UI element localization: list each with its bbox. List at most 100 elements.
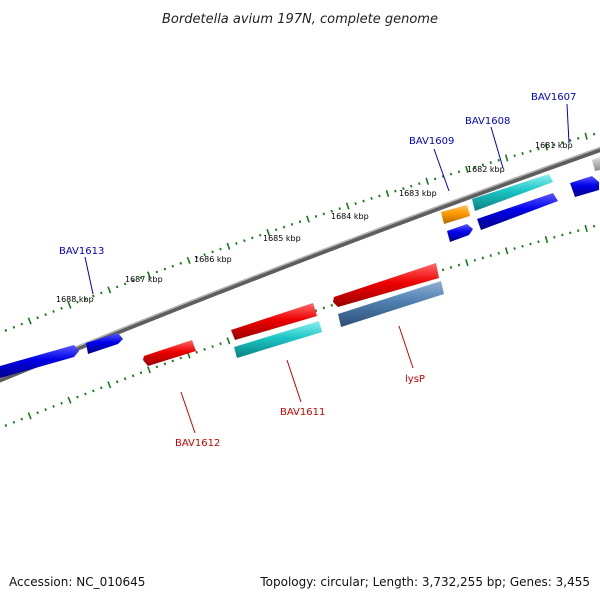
- outer-tick: [274, 228, 278, 232]
- inner-tick: [4, 424, 8, 427]
- outer-tick: [592, 132, 596, 136]
- outer-tick: [441, 175, 445, 178]
- outer-tick: [211, 250, 214, 254]
- outer-tick: [123, 282, 127, 286]
- outer-tick: [290, 223, 294, 226]
- outer-tick: [584, 132, 588, 140]
- gene-label-lysp[interactable]: lysP: [405, 374, 425, 385]
- gene-arrow-bav1608[interactable]: [472, 174, 553, 211]
- outer-tick: [60, 306, 63, 310]
- gene-arrow-bav1607[interactable]: [570, 176, 599, 197]
- gene-label-bav1612[interactable]: BAV1612: [175, 438, 220, 449]
- outer-tick: [179, 261, 183, 265]
- scale-label-1685: 1685 kbp: [263, 234, 301, 243]
- inner-tick: [577, 229, 580, 233]
- gene-arrow-bav1612[interactable]: [143, 340, 196, 366]
- gene-arrow-left-offscreen[interactable]: [0, 345, 79, 378]
- inner-tick: [592, 224, 596, 228]
- outer-tick: [84, 297, 87, 301]
- map-title: Bordetella avium 197N, complete genome: [162, 12, 438, 27]
- outer-tick: [76, 300, 79, 304]
- inner-tick: [465, 259, 469, 267]
- outer-tick: [433, 177, 437, 181]
- topology-summary: Topology: circular; Length: 3,732,255 bp…: [259, 575, 590, 589]
- inner-tick: [219, 342, 222, 346]
- inner-tick: [226, 337, 231, 345]
- gene-arrow-lysp-upper[interactable]: [333, 263, 439, 307]
- inner-tick: [561, 233, 564, 237]
- inner-tick: [584, 224, 588, 233]
- gene-label-bav1607[interactable]: BAV1607: [531, 92, 576, 103]
- outer-tick: [163, 267, 167, 271]
- inner-tick: [179, 356, 183, 360]
- gene-arrow-bav1611[interactable]: [234, 321, 322, 358]
- inner-tick: [171, 359, 175, 363]
- gene-label-bav1611[interactable]: BAV1611: [280, 407, 325, 418]
- inner-tick: [473, 258, 477, 262]
- leader-bav1607: [566, 103, 570, 144]
- gene-arrow-bav1611-upper[interactable]: [231, 303, 317, 340]
- gene-label-bav1609[interactable]: BAV1609: [409, 136, 454, 147]
- inner-tick: [195, 350, 198, 354]
- inner-tick: [481, 256, 485, 260]
- leader-bav1613: [84, 256, 94, 295]
- outer-tick: [521, 152, 524, 155]
- outer-tick: [67, 301, 72, 309]
- inner-tick: [115, 380, 119, 384]
- gene-label-bav1613[interactable]: BAV1613: [59, 246, 104, 257]
- genome-backbone: [0, 146, 600, 383]
- inner-tick: [504, 247, 509, 255]
- outer-tick: [282, 225, 286, 229]
- outer-tick: [497, 158, 500, 162]
- outer-tick: [569, 139, 572, 142]
- inner-tick: [513, 247, 516, 250]
- outer-tick: [27, 317, 32, 325]
- outer-tick: [155, 270, 159, 274]
- inner-tick: [489, 254, 492, 257]
- inner-tick: [314, 309, 318, 313]
- outer-tick: [561, 141, 564, 144]
- gene-arrow-bav1608-lower[interactable]: [477, 193, 558, 230]
- outer-tick: [504, 154, 509, 162]
- gene-arrow-bav1609-lower[interactable]: [447, 224, 473, 242]
- outer-tick: [338, 207, 341, 211]
- outer-tick: [306, 215, 310, 223]
- inner-tick: [211, 345, 214, 348]
- inner-tick: [139, 371, 143, 375]
- gene-arrow-offscreen[interactable]: [592, 157, 600, 171]
- outer-tick: [577, 136, 580, 140]
- outer-tick: [314, 215, 318, 218]
- outer-tick: [425, 177, 429, 185]
- scale-label-1681: 1681 kbp: [535, 141, 573, 150]
- inner-tick: [92, 389, 95, 393]
- gene-arrow-bav1613[interactable]: [86, 333, 123, 354]
- inner-tick: [123, 377, 127, 381]
- gene-arrow-bav1609[interactable]: [441, 205, 470, 224]
- outer-tick: [52, 309, 55, 313]
- outer-tick: [171, 264, 175, 268]
- outer-tick: [513, 154, 516, 158]
- outer-tick: [107, 286, 112, 294]
- outer-tick: [195, 256, 198, 259]
- outer-tick: [553, 143, 556, 147]
- genome-backbone-highlight: [0, 146, 600, 379]
- inner-tick: [449, 266, 453, 269]
- inner-tick: [67, 396, 72, 404]
- inner-tick: [12, 420, 16, 424]
- outer-tick: [131, 279, 135, 283]
- outer-tick: [115, 285, 119, 289]
- outer-tick: [457, 170, 461, 174]
- outer-tick: [266, 228, 271, 237]
- outer-tick: [544, 143, 549, 151]
- outer-tick: [259, 233, 262, 237]
- outer-tick: [394, 189, 397, 193]
- inner-tick: [203, 347, 206, 351]
- leader-bav1609: [433, 148, 450, 192]
- outer-tick: [330, 209, 334, 213]
- outer-tick: [203, 253, 206, 257]
- outer-tick: [235, 242, 238, 245]
- gene-label-bav1608[interactable]: BAV1608: [465, 116, 510, 127]
- outer-tick: [473, 165, 477, 169]
- gene-arrow-lysp[interactable]: [338, 281, 444, 327]
